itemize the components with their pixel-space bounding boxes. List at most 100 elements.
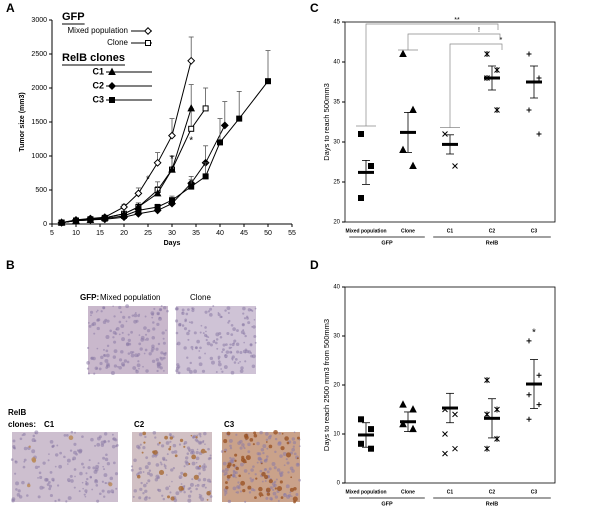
nucleus xyxy=(175,331,179,335)
nucleus xyxy=(247,308,252,312)
stain xyxy=(174,454,178,458)
nucleus xyxy=(289,491,292,494)
nucleus xyxy=(193,369,198,374)
nucleus xyxy=(105,349,109,353)
nucleus xyxy=(266,470,270,474)
marker xyxy=(526,338,532,344)
nucleus xyxy=(81,462,84,466)
nucleus xyxy=(169,434,172,437)
nucleus xyxy=(125,320,128,323)
nucleus xyxy=(11,498,15,503)
nucleus xyxy=(201,440,205,444)
nucleus xyxy=(286,461,290,465)
nucleus xyxy=(31,438,36,443)
nucleus xyxy=(209,356,214,361)
stain xyxy=(200,448,206,454)
nucleus xyxy=(183,327,188,331)
nucleus xyxy=(156,443,160,446)
nucleus xyxy=(54,453,59,457)
micrograph xyxy=(174,305,257,375)
nucleus xyxy=(249,477,252,480)
nucleus xyxy=(228,346,232,350)
image-label: C3 xyxy=(224,420,235,429)
nucleus xyxy=(135,369,139,374)
nucleus xyxy=(95,464,100,469)
nucleus xyxy=(138,367,140,370)
nucleus xyxy=(256,441,260,446)
nucleus xyxy=(59,451,63,455)
marker xyxy=(87,216,94,223)
nucleus xyxy=(142,471,145,473)
stain xyxy=(28,445,31,448)
nucleus xyxy=(87,346,90,350)
stain xyxy=(281,432,284,435)
marker xyxy=(526,392,532,398)
nucleus xyxy=(32,434,36,438)
nucleus xyxy=(114,438,118,442)
marker xyxy=(526,107,532,113)
stain xyxy=(274,487,277,490)
x-tick-label: 25 xyxy=(144,230,152,237)
nucleus xyxy=(195,487,198,491)
nucleus xyxy=(229,446,233,450)
nucleus xyxy=(155,347,159,351)
stain xyxy=(258,492,263,497)
marker xyxy=(101,215,108,222)
stain xyxy=(253,431,257,435)
nucleus xyxy=(183,490,186,494)
nucleus xyxy=(198,362,203,367)
stain xyxy=(226,474,231,479)
y-tick-label: 40 xyxy=(333,285,340,291)
stain xyxy=(247,485,252,490)
nucleus xyxy=(103,468,106,471)
nucleus xyxy=(144,435,147,439)
nucleus xyxy=(151,346,155,351)
nucleus xyxy=(143,352,146,355)
nucleus xyxy=(187,494,192,498)
nucleus xyxy=(48,481,51,484)
stain xyxy=(234,453,238,457)
nucleus xyxy=(103,495,106,498)
marker xyxy=(188,125,195,132)
nucleus xyxy=(26,494,29,497)
x-tick-label: Mixed population xyxy=(345,228,386,234)
nucleus xyxy=(159,363,162,366)
nucleus xyxy=(240,330,245,335)
nucleus xyxy=(217,355,221,359)
nucleus xyxy=(225,343,228,346)
nucleus xyxy=(180,483,183,485)
marker xyxy=(220,121,229,130)
nucleus xyxy=(189,490,193,493)
nucleus xyxy=(237,362,240,365)
nucleus xyxy=(102,456,106,460)
nucleus xyxy=(265,496,269,500)
nucleus xyxy=(156,322,160,327)
nucleus xyxy=(226,478,230,481)
nucleus xyxy=(10,458,14,461)
nucleus xyxy=(118,333,121,336)
marker xyxy=(409,405,417,413)
nucleus xyxy=(226,331,230,336)
group-label: clones: xyxy=(8,420,36,429)
nucleus xyxy=(246,317,249,320)
nucleus xyxy=(242,329,245,331)
nucleus xyxy=(291,437,296,441)
x-tick-label: Clone xyxy=(401,489,415,495)
nucleus xyxy=(181,324,185,327)
stain xyxy=(279,480,283,484)
nucleus xyxy=(193,331,197,335)
nucleus xyxy=(222,461,227,466)
stain xyxy=(225,485,229,490)
nucleus xyxy=(235,476,237,479)
series-line xyxy=(61,125,226,224)
nucleus xyxy=(137,471,140,474)
nucleus xyxy=(119,311,123,314)
nucleus xyxy=(249,343,253,347)
nucleus xyxy=(47,459,50,462)
nucleus xyxy=(291,447,295,452)
nucleus xyxy=(157,342,161,346)
nucleus xyxy=(74,475,76,478)
nucleus xyxy=(155,463,160,467)
nucleus xyxy=(115,444,119,447)
nucleus xyxy=(89,475,92,479)
